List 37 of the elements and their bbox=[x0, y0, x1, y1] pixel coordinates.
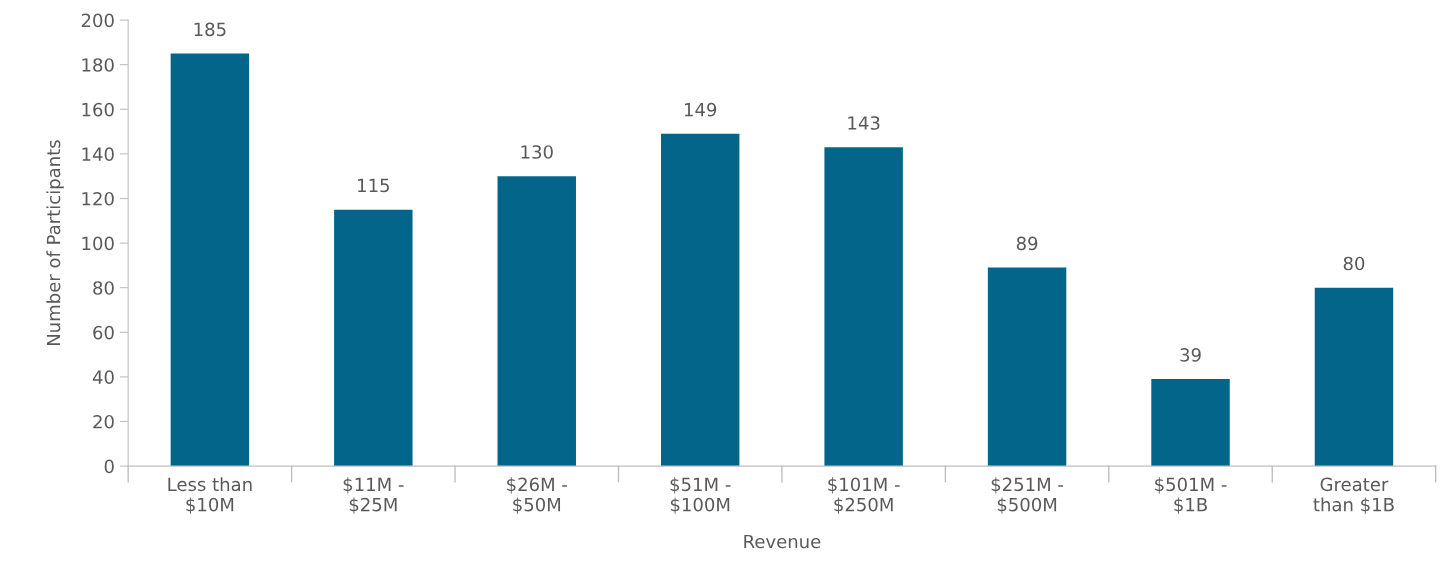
x-tick-label: Less than $10M bbox=[168, 477, 252, 514]
data-label: 149 bbox=[684, 102, 717, 117]
data-label: 143 bbox=[848, 116, 880, 130]
y-tick-label: 40 bbox=[92, 370, 114, 384]
data-label: 130 bbox=[521, 145, 553, 159]
x-tick-label: $101M - $250M bbox=[828, 477, 900, 514]
x-axis-title: Revenue bbox=[744, 534, 821, 549]
y-tick-label: 80 bbox=[93, 281, 114, 295]
data-label: 80 bbox=[1343, 256, 1365, 271]
bar bbox=[987, 267, 1067, 467]
x-tick-label: $26M - $50M bbox=[507, 477, 568, 514]
x-tick-label: $11M - $25M bbox=[343, 477, 404, 514]
y-tick-label: 200 bbox=[81, 13, 114, 28]
y-tick-label: 20 bbox=[93, 414, 114, 429]
data-label: 89 bbox=[1016, 236, 1038, 251]
y-axis-title: Number of Participants bbox=[46, 140, 64, 346]
bar bbox=[497, 176, 576, 467]
x-tick-label: $501M - $1B bbox=[1155, 477, 1227, 514]
bar bbox=[660, 133, 740, 467]
y-tick-label: 0 bbox=[104, 459, 114, 474]
data-label: 115 bbox=[358, 178, 389, 193]
bar bbox=[1314, 287, 1394, 467]
y-tick-label: 60 bbox=[93, 325, 114, 340]
y-tick-label: 100 bbox=[82, 236, 114, 251]
data-label: 39 bbox=[1180, 348, 1201, 362]
bar bbox=[334, 209, 413, 467]
bar bbox=[824, 147, 903, 467]
x-tick-label: $51M - $100M bbox=[670, 477, 731, 514]
x-tick-label: $251M - $500M bbox=[991, 477, 1064, 514]
data-label: 185 bbox=[194, 22, 226, 37]
y-tick-label: 180 bbox=[82, 58, 114, 72]
bar bbox=[170, 53, 250, 467]
y-tick-label: 120 bbox=[82, 191, 114, 206]
x-tick-label: Greater than $1B bbox=[1313, 477, 1394, 514]
y-tick-label: 160 bbox=[82, 102, 114, 117]
y-tick-label: 140 bbox=[82, 147, 114, 162]
bar bbox=[1151, 379, 1230, 467]
